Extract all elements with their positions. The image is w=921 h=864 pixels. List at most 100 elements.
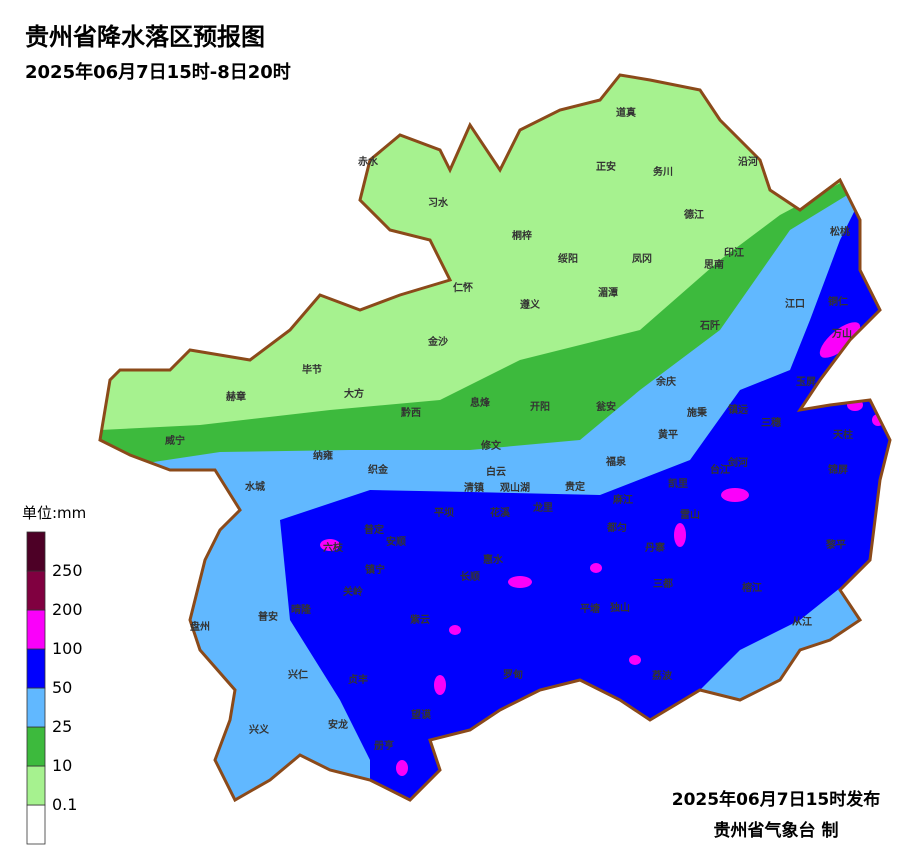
place-label: 安龙 (328, 718, 348, 731)
place-label: 铜仁 (828, 295, 848, 308)
place-label: 松桃 (830, 225, 850, 238)
place-label: 剑河 (727, 456, 748, 469)
place-label: 思南 (704, 258, 724, 271)
place-label: 石阡 (699, 319, 720, 332)
place-label: 望谟 (411, 708, 432, 721)
place-label: 惠水 (483, 553, 504, 566)
place-label: 大方 (344, 387, 364, 400)
place-label: 正安 (596, 160, 616, 173)
legend-label: 250 (52, 561, 83, 580)
place-label: 水城 (244, 480, 265, 493)
place-label: 贞丰 (348, 673, 368, 686)
area-100-200 (320, 322, 884, 776)
place-label: 息烽 (470, 396, 491, 409)
place-label: 三都 (653, 577, 673, 590)
place-label: 三穗 (761, 416, 781, 429)
legend-swatch (26, 687, 46, 728)
place-label: 绥阳 (558, 252, 578, 265)
subtitle: 2025年06月7日15时-8日20时 (25, 61, 291, 83)
place-label: 万山 (831, 327, 852, 340)
place-label: 白云 (486, 465, 506, 478)
place-label: 施秉 (687, 406, 708, 419)
legend-swatch (26, 726, 46, 767)
place-label: 纳雍 (313, 449, 333, 462)
place-label: 花溪 (490, 506, 511, 519)
legend-label: 50 (52, 678, 72, 697)
place-label: 从江 (792, 615, 812, 628)
place-label: 余庆 (655, 375, 676, 388)
place-label: 安顺 (386, 535, 406, 548)
place-label: 黄平 (658, 428, 678, 441)
place-label: 玉屏 (796, 376, 816, 388)
place-label: 罗甸 (503, 668, 523, 681)
place-label: 紫云 (410, 613, 430, 626)
legend-label: 0.1 (52, 795, 77, 814)
legend-label: 10 (52, 756, 72, 775)
place-label: 织金 (368, 463, 389, 476)
place-label: 毕节 (302, 363, 322, 376)
place-label: 印江 (724, 246, 744, 259)
issued: 2025年06月7日15时发布 (672, 789, 880, 810)
place-label: 龙里 (532, 501, 553, 514)
place-label: 仁怀 (453, 281, 473, 294)
place-label: 黎平 (826, 538, 846, 551)
place-label: 锦屏 (828, 463, 848, 476)
legend-swatch (26, 648, 46, 689)
place-label: 普定 (364, 523, 384, 536)
legend-label: 100 (52, 639, 83, 658)
place-label: 麻江 (612, 493, 633, 506)
place-label: 关岭 (343, 585, 363, 598)
place-label: 福泉 (605, 455, 627, 468)
legend: 0.1 10 25 50 100 200 250 (26, 531, 83, 845)
place-label: 湄潭 (598, 286, 618, 299)
place-label: 修文 (480, 439, 502, 452)
place-label: 遵义 (520, 298, 541, 311)
place-label: 都匀 (606, 521, 627, 534)
legend-swatch (26, 609, 46, 650)
place-label: 丹寨 (645, 541, 665, 554)
place-label: 雷山 (680, 508, 700, 521)
title: 贵州省降水落区预报图 (25, 23, 265, 51)
place-label: 镇宁 (365, 563, 385, 576)
place-label: 盘州 (190, 620, 210, 633)
place-label: 册亨 (374, 739, 394, 752)
place-label: 独山 (610, 601, 630, 614)
place-label: 普安 (258, 610, 278, 623)
legend-label: 200 (52, 600, 83, 619)
place-label: 镇远 (728, 403, 748, 416)
legend-swatch (26, 804, 46, 845)
place-label: 凤冈 (632, 253, 652, 265)
legend-swatch (26, 531, 46, 572)
place-label: 江口 (785, 297, 805, 310)
place-label: 开阳 (530, 401, 550, 413)
place-label: 桐梓 (512, 229, 532, 242)
place-label: 长顺 (460, 570, 480, 583)
place-label: 德江 (683, 208, 704, 221)
place-label: 晴隆 (291, 603, 312, 616)
place-label: 平坝 (434, 506, 454, 519)
legend-swatch (26, 765, 46, 806)
place-label: 威宁 (165, 434, 185, 447)
place-label: 平塘 (580, 602, 600, 615)
place-label: 荔波 (651, 669, 673, 682)
place-label: 天柱 (833, 428, 853, 441)
place-label: 观山湖 (500, 481, 530, 494)
legend-swatch (26, 570, 46, 611)
place-label: 赤水 (358, 155, 379, 168)
place-label: 六枝 (323, 541, 344, 554)
place-label: 赫章 (226, 390, 246, 403)
legend-label: 25 (52, 717, 72, 736)
agency: 贵州省气象台 制 (714, 820, 839, 841)
place-label: 习水 (428, 196, 449, 209)
place-label: 瓮安 (596, 400, 616, 413)
place-label: 贵定 (565, 480, 585, 493)
place-label: 黔西 (401, 406, 421, 419)
area-50-100 (280, 200, 890, 800)
place-label: 兴义 (249, 723, 270, 736)
place-label: 兴仁 (288, 668, 308, 681)
place-label: 榕江 (742, 581, 762, 594)
place-label: 道真 (616, 106, 636, 119)
